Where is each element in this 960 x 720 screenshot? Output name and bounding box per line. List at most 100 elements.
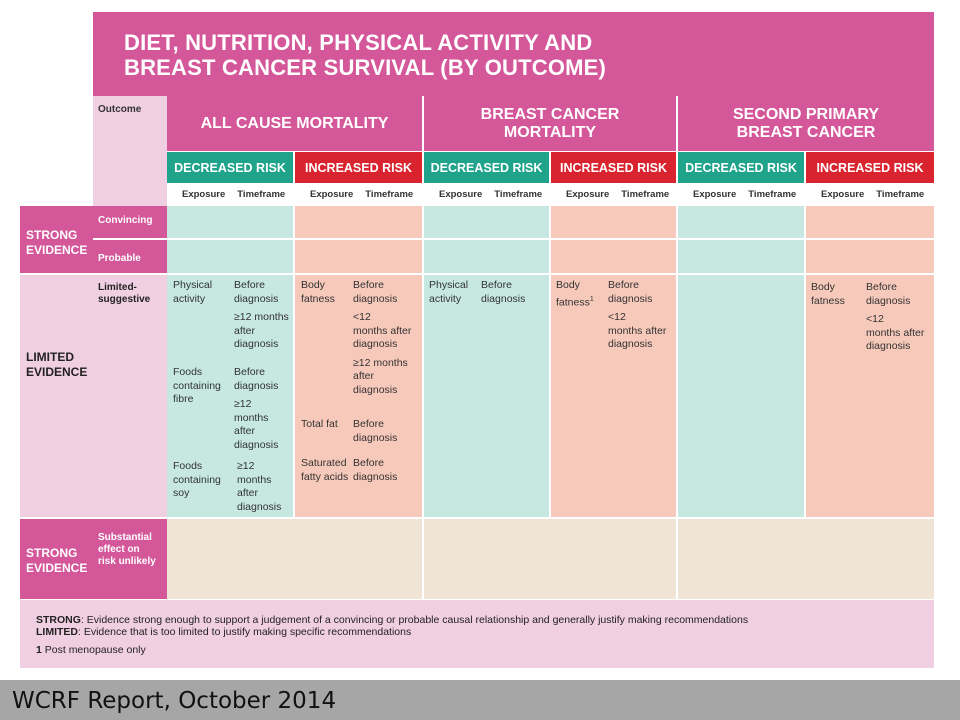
timeframe-text: diagnosis	[866, 294, 911, 307]
timeframe-text: ≥12	[237, 460, 255, 472]
timeframe-label: Timeframe	[876, 189, 925, 200]
exposure-text: fibre	[173, 393, 194, 405]
substantial-acm	[167, 519, 422, 599]
exposure-text: soy	[173, 487, 190, 499]
convincing-bcm-inc	[551, 206, 676, 238]
exposure-text: Body	[556, 279, 580, 291]
spbc-inc-subheader: Exposure Timeframe	[806, 184, 934, 205]
exposure-label: Exposure	[182, 189, 226, 200]
spbc-decreased-risk-header: DECREASED RISK	[678, 152, 804, 183]
acm-inc-exposure-1: Body fatness	[301, 279, 335, 306]
page-title: DIET, NUTRITION, PHYSICAL ACTIVITY AND B…	[124, 30, 606, 80]
probable-bcm-inc	[551, 240, 676, 273]
acm-dec-exposure-1: Physical activity	[173, 279, 212, 306]
timeframe-text: diagnosis	[237, 500, 282, 513]
probable-label-cell: Probable	[93, 240, 167, 273]
outcome-bcm-line-1: BREAST CANCER	[480, 105, 620, 123]
timeframe-label: Timeframe	[748, 189, 797, 200]
exposure-label: Exposure	[566, 189, 610, 200]
convincing-label: Convincing	[98, 215, 153, 226]
exposure-label: Exposure	[693, 189, 737, 200]
exposure-text: fatness	[811, 294, 845, 307]
outcome-second-primary-breast-cancer: SECOND PRIMARY BREAST CANCER	[678, 96, 934, 151]
substantial-line-1: Substantial	[98, 532, 152, 543]
exposure-text: fatty acids	[301, 470, 349, 483]
legend-limited-term: LIMITED	[36, 626, 78, 638]
exposure-label: Exposure	[439, 189, 483, 200]
timeframe-text: Before	[353, 279, 384, 291]
legend-limited: LIMITED: Evidence that is too limited to…	[36, 626, 926, 638]
outcome-column-header	[93, 96, 167, 206]
limited-suggestive-line-2: suggestive	[98, 294, 151, 305]
legend-footnote: 1 Post menopause only	[36, 644, 146, 656]
timeframe-text: Before	[353, 457, 384, 469]
timeframe-text: months after	[353, 324, 412, 337]
timeframe-text: Before	[608, 279, 639, 291]
timeframe-text: <12	[353, 311, 371, 323]
timeframe-text: diagnosis	[353, 383, 398, 396]
exposure-text: Body	[811, 281, 835, 293]
timeframe-text: diagnosis	[481, 292, 526, 305]
exposure-text: activity	[173, 292, 206, 305]
timeframe-text: diagnosis	[234, 292, 279, 305]
timeframe-text: diagnosis	[353, 292, 398, 305]
acm-dec-exposure-3: Foods containing soy	[173, 460, 221, 501]
timeframe-text: after	[234, 425, 256, 437]
bcm-dec-subheader: Exposure Timeframe	[424, 184, 549, 205]
strong-evidence-label-bottom: STRONG EVIDENCE	[20, 519, 93, 599]
timeframe-text: diagnosis	[234, 379, 279, 392]
acm-dec-exposure-2: Foods containing fibre	[173, 366, 221, 407]
spbc-inc-timeframe-1: Before diagnosis <12 months after diagno…	[866, 281, 924, 354]
limited-spbc-inc: Body fatness Before diagnosis <12 months…	[806, 275, 934, 517]
timeframe-label: Timeframe	[494, 189, 543, 200]
timeframe-text: diagnosis	[234, 438, 279, 451]
footnote-number: 1	[36, 644, 42, 656]
exposure-text: Body	[301, 279, 325, 291]
timeframe-text: months	[237, 473, 272, 486]
strong-label-line-2: EVIDENCE	[26, 561, 88, 575]
timeframe-text: ≥12	[234, 398, 252, 410]
footnote-marker: 1	[589, 295, 594, 303]
outcome-all-cause-mortality: ALL CAUSE MORTALITY	[167, 96, 422, 151]
acm-inc-timeframe-1: Before diagnosis <12 months after diagno…	[353, 279, 411, 397]
timeframe-text: months after	[608, 324, 667, 337]
outcome-spbc-line-2: BREAST CANCER	[736, 123, 876, 141]
limited-bcm-inc: Body fatness1 Before diagnosis <12 month…	[551, 275, 676, 517]
outcome-all-cause-label: ALL CAUSE MORTALITY	[200, 114, 389, 132]
timeframe-text: diagnosis	[353, 431, 398, 444]
bcm-increased-risk-header: INCREASED RISK	[551, 152, 676, 183]
exposure-text: Physical	[429, 279, 469, 291]
acm-inc-timeframe-3: Before diagnosis	[353, 457, 397, 484]
title-bar	[93, 12, 934, 96]
convincing-spbc-inc	[806, 206, 934, 238]
timeframe-text: ≥12 months	[234, 311, 289, 323]
acm-inc-exposure-2: Total fat	[301, 418, 338, 432]
timeframe-text: diagnosis	[608, 338, 653, 350]
title-line-2: BREAST CANCER SURVIVAL (BY OUTCOME)	[124, 55, 607, 80]
timeframe-text: <12	[608, 311, 626, 323]
acm-dec-subheader: Exposure Timeframe	[167, 184, 293, 205]
spbc-dec-subheader: Exposure Timeframe	[678, 184, 804, 205]
outcome-bcm-line-2: MORTALITY	[503, 123, 597, 141]
strong-label-line-1: STRONG	[26, 546, 78, 560]
exposure-text: Total fat	[301, 418, 338, 430]
acm-inc-timeframe-2: Before diagnosis	[353, 418, 397, 445]
timeframe-text: Before	[481, 279, 512, 291]
probable-acm-dec	[167, 240, 293, 273]
substantial-spbc	[678, 519, 934, 599]
limited-label-line-1: LIMITED	[26, 350, 74, 364]
convincing-spbc-dec	[678, 206, 804, 238]
legend-strong-def: : Evidence strong enough to support a ju…	[80, 614, 749, 626]
exposure-text: fatness	[556, 296, 590, 308]
timeframe-text: diagnosis	[866, 340, 911, 352]
timeframe-text: Before	[234, 366, 265, 378]
bcm-inc-timeframe-1: Before diagnosis <12 months after diagno…	[608, 279, 666, 352]
substantial-line-3: risk unlikely	[98, 556, 156, 567]
acm-dec-timeframe-3: ≥12 months after diagnosis	[237, 460, 281, 514]
exposure-text: containing	[173, 379, 221, 392]
legend-limited-def: : Evidence that is too limited to justif…	[78, 626, 412, 638]
timeframe-text: Before	[353, 418, 384, 430]
legend-strong: STRONG: Evidence strong enough to suppor…	[36, 614, 926, 626]
footer-bar	[0, 680, 960, 720]
bcm-inc-exposure-1: Body fatness1	[556, 279, 594, 310]
